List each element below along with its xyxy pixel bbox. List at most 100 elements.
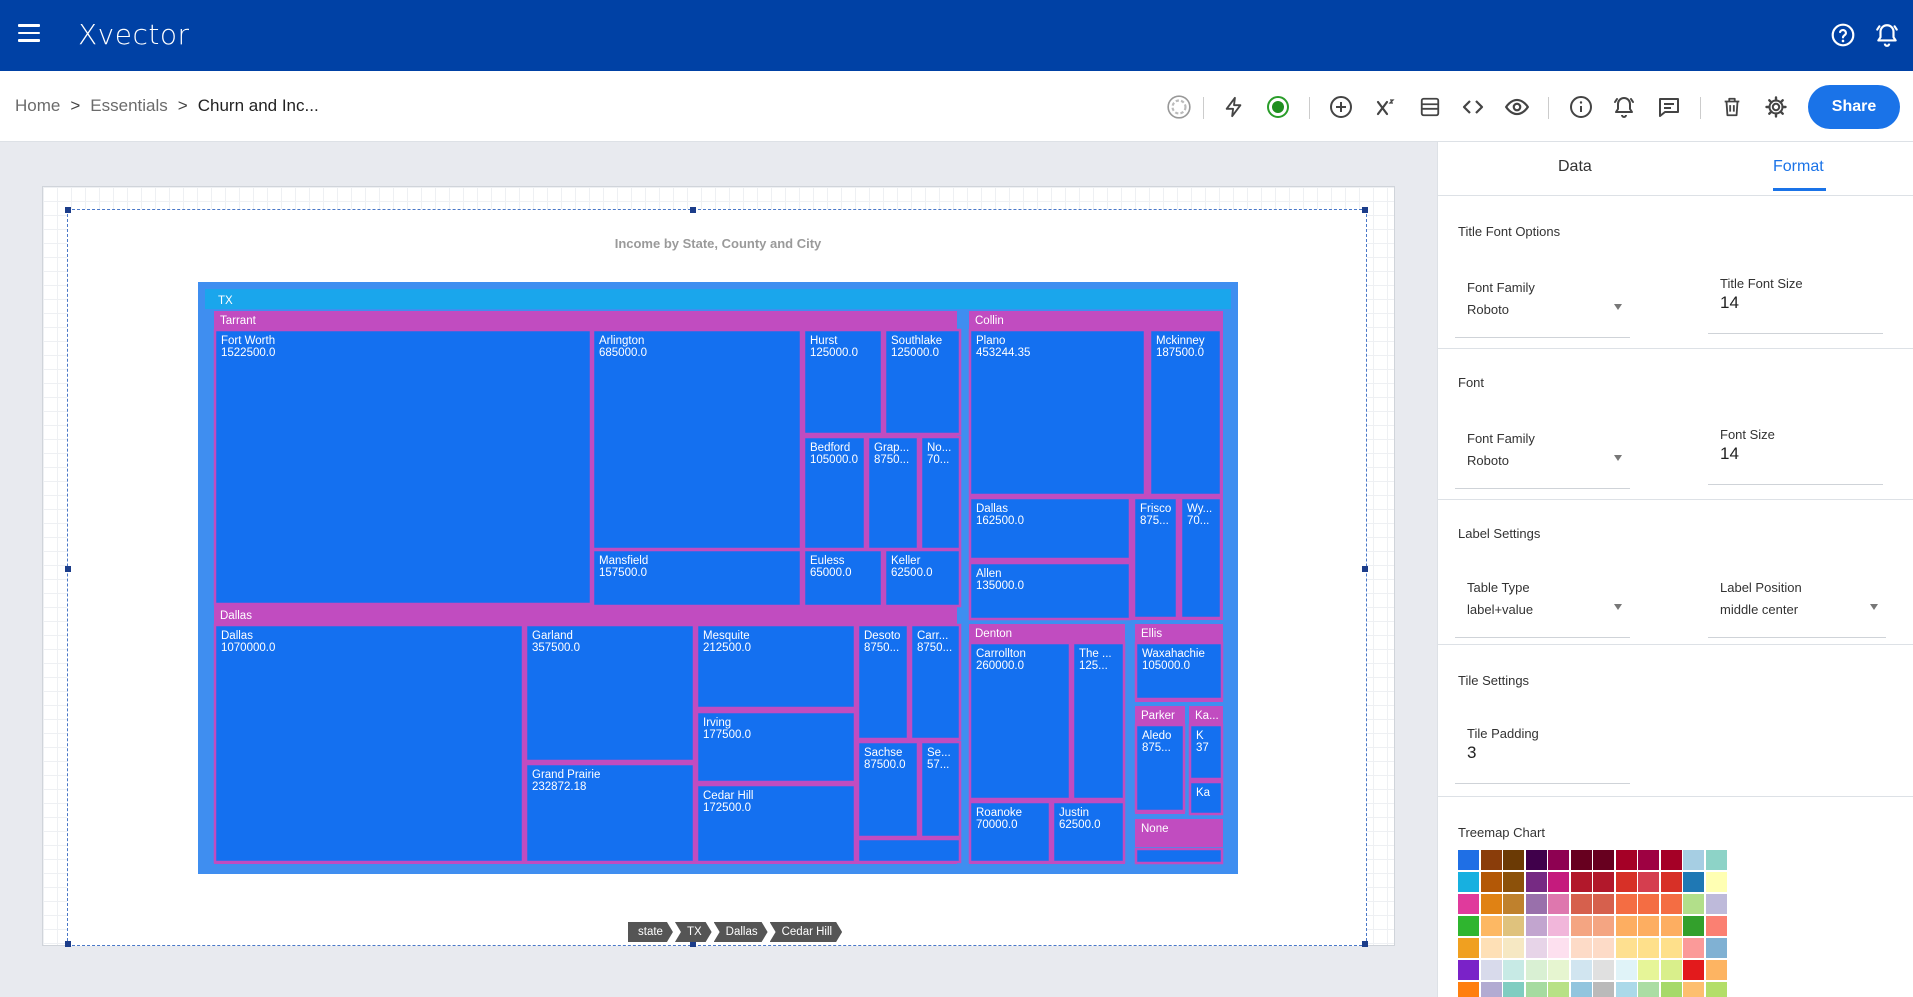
color-swatch[interactable] [1570, 872, 1592, 892]
treemap-city-tile[interactable] [591, 548, 803, 608]
treemap-city-tile[interactable] [1134, 723, 1186, 813]
resize-handle[interactable] [65, 207, 71, 213]
treemap-city-tile[interactable] [1148, 328, 1223, 497]
color-swatch[interactable] [1480, 938, 1502, 958]
color-swatch[interactable] [1615, 850, 1637, 870]
status-spinner-icon[interactable] [1165, 93, 1193, 121]
lightning-icon[interactable] [1220, 93, 1248, 121]
color-swatch[interactable] [1458, 982, 1479, 997]
color-swatch[interactable] [1480, 982, 1502, 997]
info-icon[interactable] [1567, 93, 1595, 121]
color-swatch[interactable] [1593, 960, 1614, 980]
color-swatch[interactable] [1570, 850, 1592, 870]
color-swatch[interactable] [1683, 894, 1704, 914]
color-swatch[interactable] [1638, 982, 1659, 997]
color-swatch[interactable] [1503, 916, 1524, 936]
color-swatch[interactable] [1705, 916, 1727, 936]
help-icon[interactable] [1830, 22, 1856, 48]
color-swatch[interactable] [1458, 960, 1479, 980]
treemap-city-tile[interactable] [802, 328, 884, 436]
treemap-city-tile[interactable] [1188, 723, 1224, 781]
color-swatch[interactable] [1660, 982, 1682, 997]
color-swatch[interactable] [1660, 894, 1682, 914]
color-swatch[interactable] [1570, 894, 1592, 914]
resize-handle[interactable] [65, 566, 71, 572]
color-swatch[interactable] [1615, 894, 1637, 914]
color-swatch[interactable] [1660, 960, 1682, 980]
color-swatch[interactable] [1683, 916, 1704, 936]
color-swatch[interactable] [1458, 850, 1479, 870]
color-swatch[interactable] [1683, 982, 1704, 997]
formula-icon[interactable] [1372, 93, 1400, 121]
color-swatch[interactable] [1548, 872, 1569, 892]
treemap-city-tile[interactable] [856, 740, 920, 839]
path-crumb[interactable]: state [628, 922, 673, 942]
treemap-city-tile[interactable] [883, 328, 962, 436]
color-swatch[interactable] [1525, 982, 1547, 997]
color-swatch[interactable] [1480, 916, 1502, 936]
resize-handle[interactable] [1362, 566, 1368, 572]
color-swatch[interactable] [1503, 960, 1524, 980]
color-swatch[interactable] [1615, 982, 1637, 997]
color-swatch[interactable] [1480, 960, 1502, 980]
treemap-city-tile[interactable] [856, 837, 962, 864]
color-swatch[interactable] [1615, 872, 1637, 892]
share-button[interactable]: Share [1808, 85, 1900, 129]
trash-icon[interactable] [1718, 93, 1746, 121]
color-swatch[interactable] [1458, 872, 1479, 892]
font-family-select[interactable]: Font Family Roboto [1455, 431, 1630, 489]
treemap-city-tile[interactable] [968, 800, 1052, 864]
color-swatch[interactable] [1503, 894, 1524, 914]
color-swatch[interactable] [1548, 982, 1569, 997]
gear-icon[interactable] [1762, 93, 1790, 121]
treemap-city-tile[interactable] [909, 623, 962, 741]
color-swatch[interactable] [1705, 850, 1727, 870]
color-swatch[interactable] [1503, 872, 1524, 892]
color-swatch[interactable] [1683, 850, 1704, 870]
title-font-family-select[interactable]: Font Family Roboto [1455, 280, 1630, 338]
color-swatch[interactable] [1458, 916, 1479, 936]
comment-icon[interactable] [1655, 93, 1683, 121]
color-swatch[interactable] [1660, 938, 1682, 958]
color-swatch[interactable] [1705, 982, 1727, 997]
resize-handle[interactable] [1362, 941, 1368, 947]
color-swatch[interactable] [1570, 916, 1592, 936]
breadcrumb-essentials[interactable]: Essentials [90, 96, 168, 115]
color-swatch[interactable] [1548, 916, 1569, 936]
tab-format[interactable]: Format [1773, 158, 1824, 175]
color-swatch[interactable] [1548, 960, 1569, 980]
color-swatch[interactable] [1548, 850, 1569, 870]
breadcrumb-home[interactable]: Home [15, 96, 61, 115]
add-circle-icon[interactable] [1327, 93, 1355, 121]
color-swatch[interactable] [1638, 938, 1659, 958]
color-swatch[interactable] [1593, 916, 1614, 936]
color-swatch[interactable] [1525, 960, 1547, 980]
resize-handle[interactable] [690, 941, 696, 947]
color-swatch[interactable] [1705, 938, 1727, 958]
color-swatch[interactable] [1705, 960, 1727, 980]
treemap-city-tile[interactable] [968, 641, 1072, 801]
treemap-city-tile[interactable] [1188, 780, 1224, 816]
chart-widget[interactable]: Income by State, County and City TX Tarra… [65, 207, 1368, 947]
font-size-input[interactable]: Font Size 14 [1708, 427, 1883, 485]
color-swatch[interactable] [1593, 850, 1614, 870]
color-swatch[interactable] [1458, 938, 1479, 958]
title-font-size-input[interactable]: Title Font Size 14 [1708, 276, 1883, 334]
treemap-city-tile[interactable] [524, 623, 696, 763]
color-swatch[interactable] [1593, 938, 1614, 958]
treemap-city-tile[interactable] [695, 710, 857, 784]
color-swatch[interactable] [1638, 916, 1659, 936]
path-crumb[interactable]: Dallas [714, 922, 768, 942]
color-swatch[interactable] [1525, 872, 1547, 892]
color-swatch[interactable] [1638, 872, 1659, 892]
treemap-city-tile[interactable] [213, 328, 593, 606]
path-crumb[interactable]: TX [675, 922, 712, 942]
color-swatch[interactable] [1660, 916, 1682, 936]
color-swatch[interactable] [1503, 850, 1524, 870]
color-swatch[interactable] [1683, 938, 1704, 958]
color-swatch[interactable] [1683, 960, 1704, 980]
treemap-city-tile[interactable] [968, 496, 1132, 561]
treemap-city-tile[interactable] [524, 762, 696, 864]
color-swatch[interactable] [1660, 872, 1682, 892]
